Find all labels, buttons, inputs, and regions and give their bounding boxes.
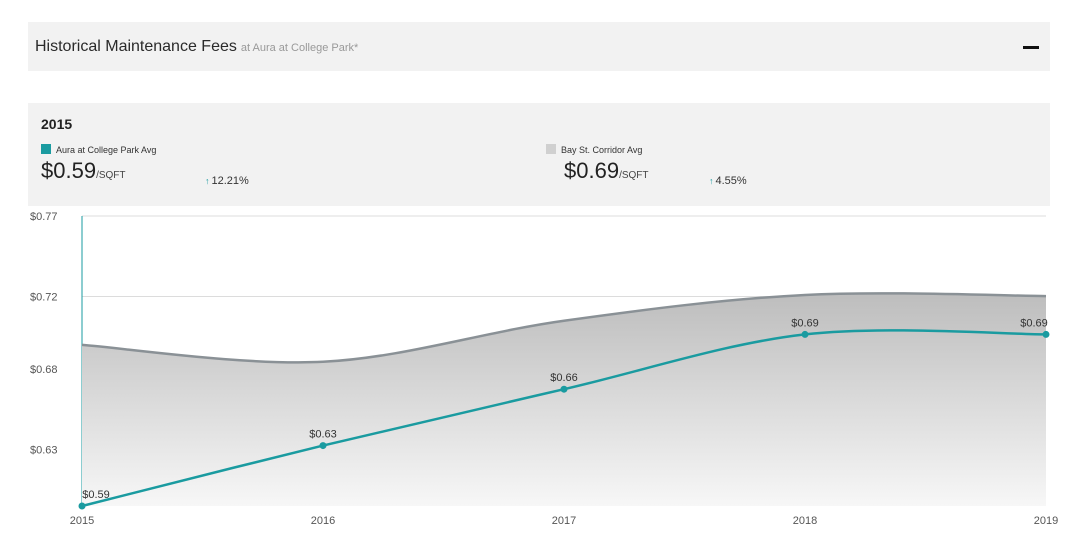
benchmark-area-line <box>81 292 1047 364</box>
change-benchmark: ↑ 4.55% <box>709 175 747 187</box>
y-tick-label: $0.72 <box>30 292 58 304</box>
price-primary: $0.59/SQFT <box>41 158 126 184</box>
price-benchmark: $0.69/SQFT <box>564 158 649 184</box>
price-primary-unit: /SQFT <box>96 170 126 181</box>
data-point[interactable] <box>801 330 809 338</box>
legend-label-primary: Aura at College Park Avg <box>56 145 157 155</box>
maintenance-fee-chart: $0.59 $0.63 $0.66 $0.69 $0.69 $0.77 $0.72 $0.6… <box>30 211 1058 527</box>
legend-benchmark: Bay St. Corridor Avg <box>546 144 642 155</box>
section-title-text: Historical Maintenance Fees <box>35 38 237 55</box>
data-point[interactable] <box>560 385 568 393</box>
price-benchmark-value: $0.69 <box>564 158 620 183</box>
change-benchmark-value: 4.55% <box>715 175 747 187</box>
y-tick-label: $0.77 <box>30 211 58 223</box>
y-tick-label: $0.68 <box>30 364 58 376</box>
x-tick-label: 2017 <box>552 515 576 527</box>
data-label: $0.63 <box>309 429 337 441</box>
section-title: Historical Maintenance Fees at Aura at Co… <box>35 38 358 56</box>
primary-line-series: $0.59 $0.63 $0.66 $0.69 $0.69 <box>78 317 1050 510</box>
y-tick-label: $0.63 <box>30 445 58 457</box>
price-primary-value: $0.59 <box>41 158 97 183</box>
legend-label-benchmark: Bay St. Corridor Avg <box>561 145 643 155</box>
summary-panel: 2015 Aura at College Park Avg $0.59/SQFT… <box>28 103 1050 206</box>
legend-swatch-primary <box>41 144 51 154</box>
data-point[interactable] <box>319 442 327 450</box>
change-primary: ↑ 12.21% <box>205 175 249 187</box>
x-tick-label: 2016 <box>311 515 335 527</box>
data-label: $0.66 <box>550 372 578 384</box>
x-tick-label: 2018 <box>793 515 817 527</box>
arrow-up-icon: ↑ <box>205 176 210 186</box>
legend-primary: Aura at College Park Avg <box>41 144 156 155</box>
benchmark-area-fill <box>82 293 1046 506</box>
section-header: Historical Maintenance Fees at Aura at Co… <box>28 22 1050 71</box>
x-tick-label: 2019 <box>1034 515 1058 527</box>
selected-year: 2015 <box>41 116 73 132</box>
price-benchmark-unit: /SQFT <box>619 170 649 181</box>
benchmark-area-series <box>81 292 1047 506</box>
y-axis-ticks: $0.77 $0.72 $0.68 $0.63 <box>30 211 58 457</box>
data-label: $0.69 <box>791 317 819 329</box>
x-axis-ticks: 2015 2016 2017 2018 2019 <box>70 515 1058 527</box>
section-subtitle: at Aura at College Park* <box>240 42 359 54</box>
data-label: $0.59 <box>82 489 110 501</box>
data-point[interactable] <box>1042 330 1050 338</box>
data-label: $0.69 <box>1020 317 1048 329</box>
arrow-up-icon: ↑ <box>709 176 714 186</box>
x-tick-label: 2015 <box>70 515 94 527</box>
collapse-icon[interactable] <box>1020 36 1042 56</box>
legend-swatch-benchmark <box>546 144 556 154</box>
change-primary-value: 12.21% <box>211 175 249 187</box>
data-point[interactable] <box>78 502 86 510</box>
